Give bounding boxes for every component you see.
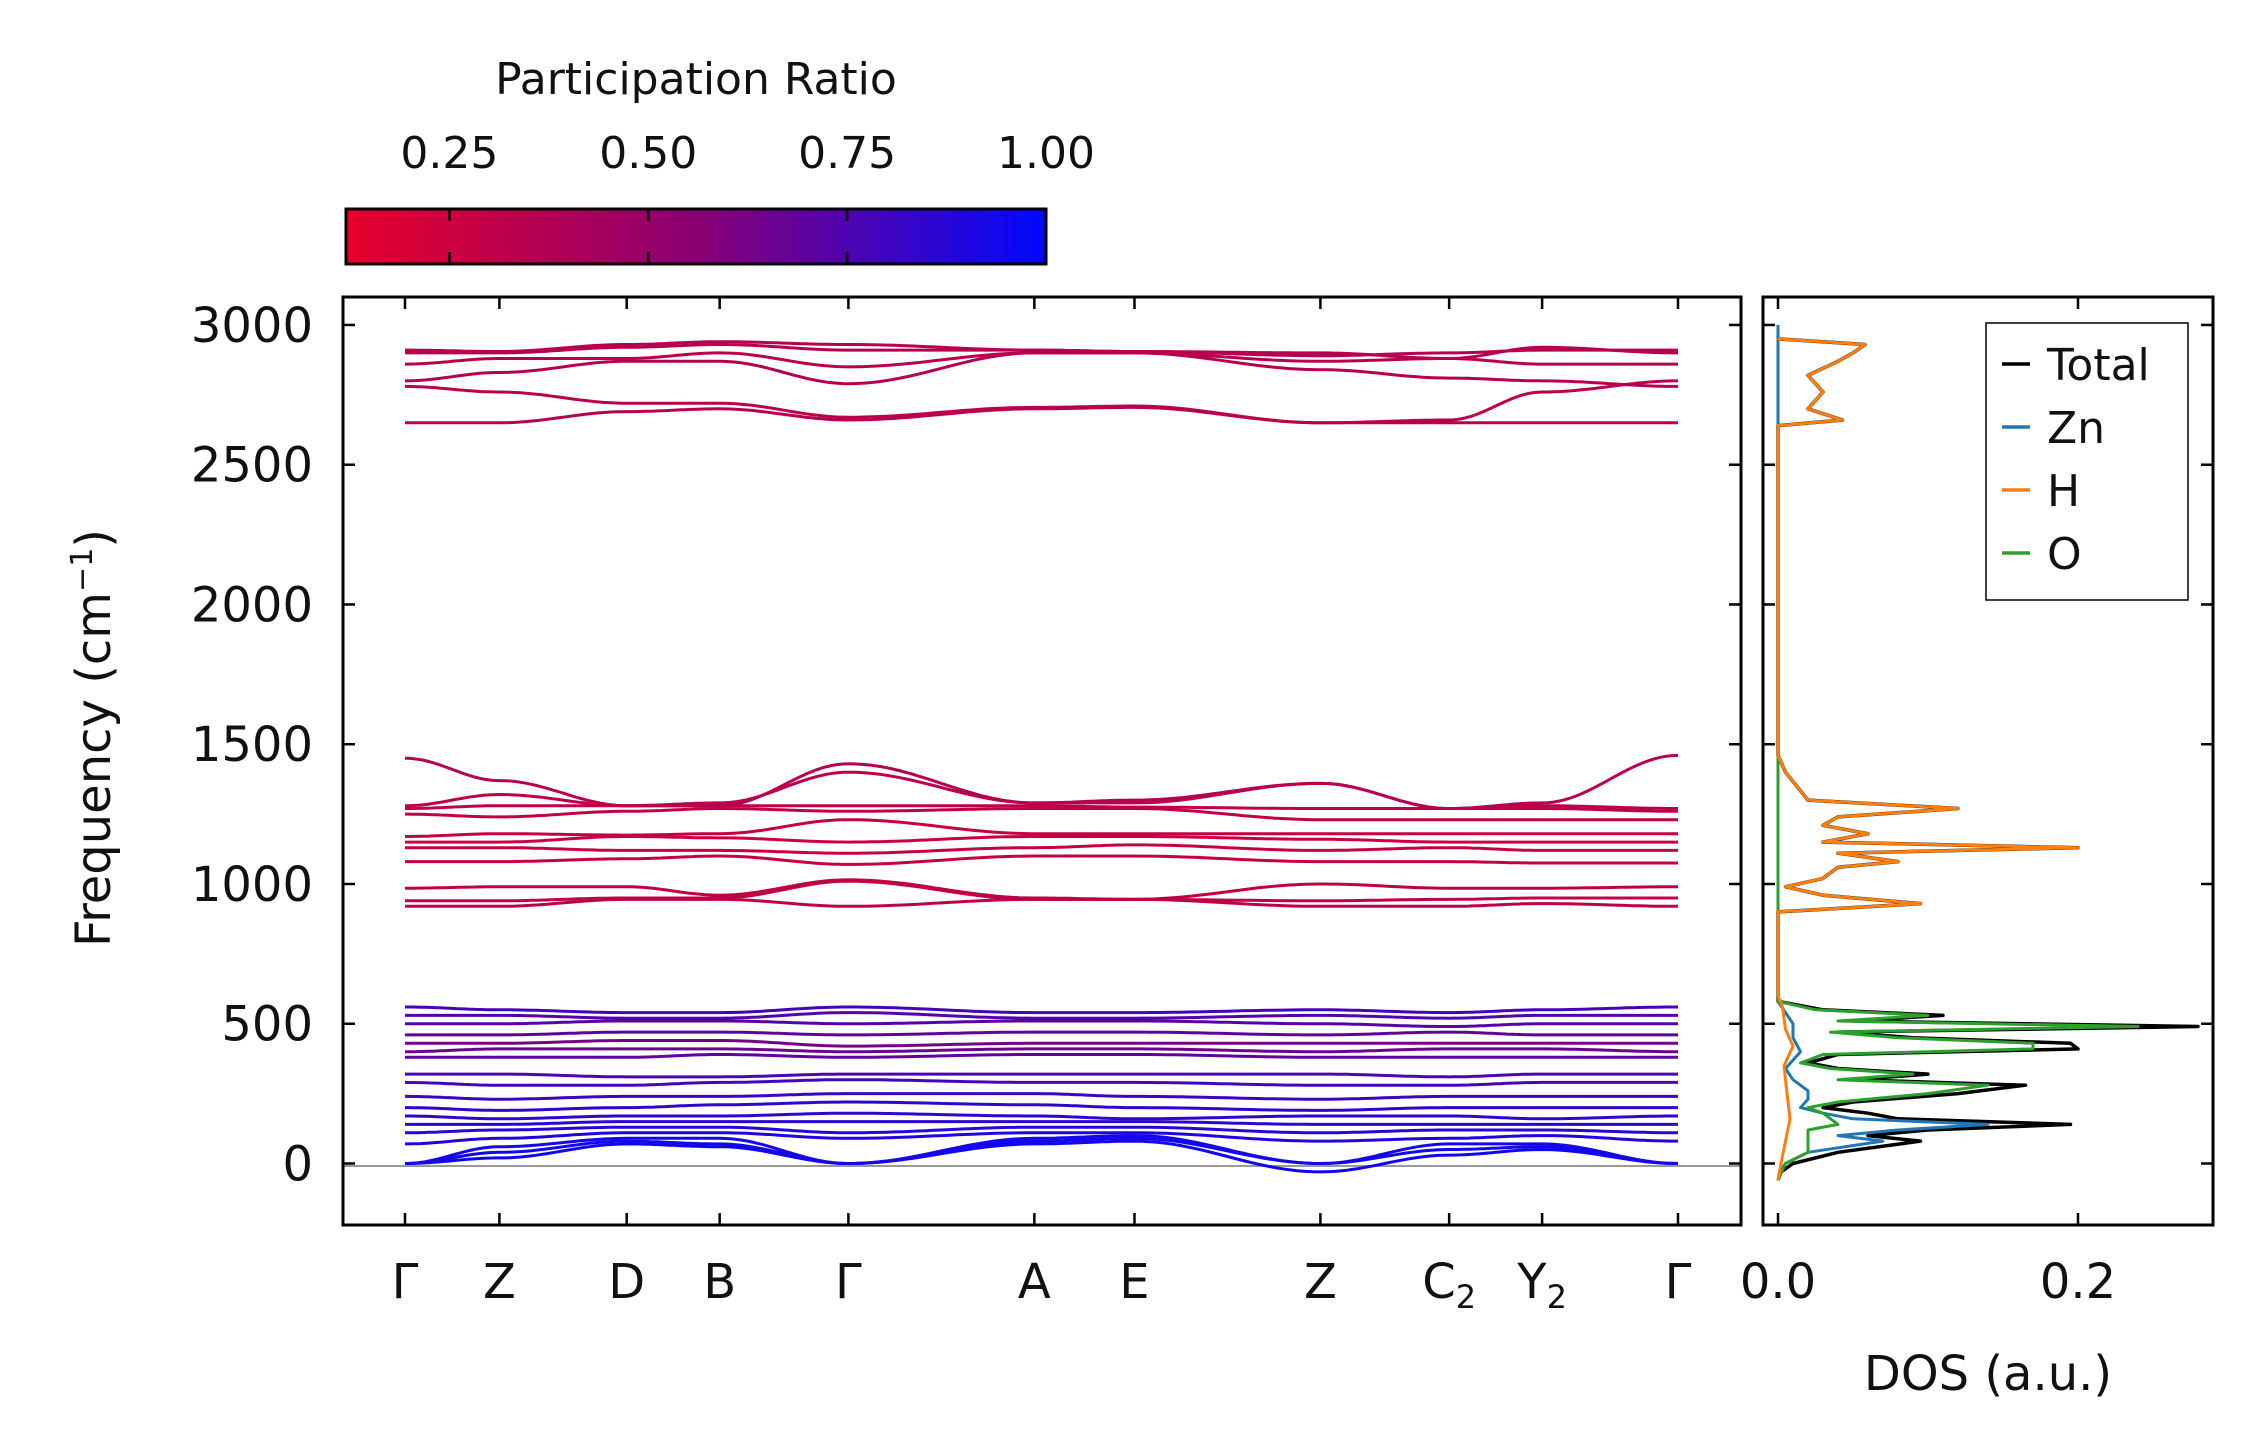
band-ticks: 0 500 1000 1500 2000 2500 3000 Γ Z D B Γ A E Z C2 Y2 Γ xyxy=(191,297,1741,1316)
y-tick-label: 3000 xyxy=(191,298,313,354)
colorbar-tick-label: 0.50 xyxy=(599,128,697,179)
band-line xyxy=(405,1072,1678,1079)
y-tick-label: 2000 xyxy=(191,577,313,633)
y-axis-label: Frequency (cm−1) xyxy=(65,529,122,947)
band-line xyxy=(405,351,1678,369)
dos-x-tick-label: 0.2 xyxy=(2040,1254,2116,1310)
dos-line-h xyxy=(1776,337,2080,1181)
band-line xyxy=(405,1019,1678,1028)
band-line xyxy=(405,1139,1679,1174)
colorbar-gradient xyxy=(344,207,1048,266)
colorbar-tick-label: 0.25 xyxy=(400,128,498,179)
band-line xyxy=(405,878,1678,901)
band-line xyxy=(405,1100,1678,1112)
k-point-label: Z xyxy=(483,1254,516,1310)
legend: Total Zn HO xyxy=(1985,322,2189,601)
band-line xyxy=(405,854,1678,866)
y-tick-label: 1500 xyxy=(191,717,313,773)
dos-axes-frame xyxy=(1761,295,2215,1227)
band-line xyxy=(405,807,1678,822)
k-point-label: E xyxy=(1119,1254,1149,1310)
y-tick-label: 2500 xyxy=(191,438,313,494)
band-line xyxy=(405,1092,1678,1101)
k-point-label: C2 xyxy=(1422,1254,1476,1316)
band-line xyxy=(404,1125,1679,1135)
colorbar-title: Participation Ratio xyxy=(495,54,897,105)
dos-ticks: 0.0 0.2 xyxy=(1740,297,2213,1310)
k-point-label: A xyxy=(1018,1254,1051,1310)
band-axes-frame xyxy=(341,295,1743,1227)
band-line xyxy=(404,1078,1678,1087)
band-line xyxy=(405,1120,1678,1126)
k-point-label: D xyxy=(608,1254,645,1310)
band-line xyxy=(404,753,1679,810)
legend-label-o: O xyxy=(2047,529,2082,580)
band-line xyxy=(405,1047,1678,1054)
band-line xyxy=(405,1030,1678,1037)
k-point-label: Γ xyxy=(392,1254,419,1310)
colorbar-tick-label: 1.00 xyxy=(997,128,1095,179)
colorbar: Participation Ratio 0.25 0.50 0.75 1.00 xyxy=(344,54,1095,266)
k-point-label: Γ xyxy=(835,1254,862,1310)
band-line xyxy=(405,843,1678,855)
band-line xyxy=(405,1136,1679,1165)
band-line xyxy=(405,1011,1678,1020)
dos-panel: 0.0 0.2 DOS (a.u.) Total Zn HO xyxy=(1740,295,2215,1402)
k-point-label: Y2 xyxy=(1516,1254,1567,1316)
legend-label-zn: Zn xyxy=(2047,403,2105,454)
band-line xyxy=(404,379,1678,425)
dos-lines xyxy=(1776,325,2200,1181)
band-line xyxy=(405,1039,1678,1048)
band-line xyxy=(405,1111,1678,1121)
band-line xyxy=(405,835,1678,844)
band-structure-panel: 0 500 1000 1500 2000 2500 3000 Γ Z D B Γ A E Z C2 Y2 Γ Fr… xyxy=(65,295,1743,1316)
legend-label-total: Total xyxy=(2046,340,2150,391)
dos-line-o xyxy=(1776,604,2140,1181)
colorbar-ticks: 0.25 0.50 0.75 1.00 xyxy=(400,128,1095,264)
band-line xyxy=(405,340,1678,360)
band-line xyxy=(405,818,1678,838)
band-line xyxy=(405,1005,1678,1015)
colorbar-tick-label: 0.75 xyxy=(798,128,896,179)
k-point-label: B xyxy=(703,1254,736,1310)
band-lines xyxy=(404,340,1679,1174)
dos-line-zn xyxy=(1776,325,1990,1181)
y-tick-label: 500 xyxy=(221,997,313,1053)
band-line xyxy=(404,1134,1679,1165)
k-point-label: Z xyxy=(1304,1254,1337,1310)
band-line xyxy=(405,1131,1678,1146)
legend-label-h: H xyxy=(2047,466,2080,517)
band-line xyxy=(405,1053,1678,1059)
x-axis-label: DOS (a.u.) xyxy=(1864,1346,2112,1402)
y-tick-label: 0 xyxy=(282,1137,313,1193)
dos-x-tick-label: 0.0 xyxy=(1740,1254,1816,1310)
y-tick-label: 1000 xyxy=(191,857,313,913)
k-point-label: Γ xyxy=(1665,1254,1692,1310)
